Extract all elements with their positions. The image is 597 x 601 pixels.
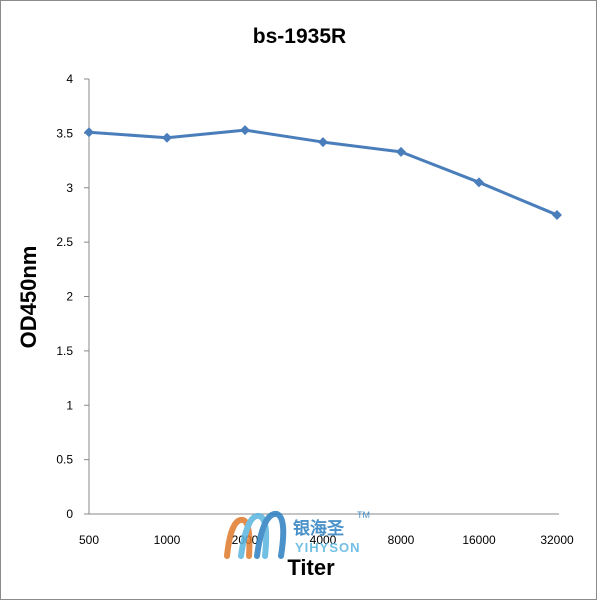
y-tick-label: 1.5 bbox=[56, 344, 73, 358]
x-tick-label: 32000 bbox=[540, 533, 574, 547]
x-tick-label: 1000 bbox=[154, 533, 181, 547]
y-tick-label: 3 bbox=[66, 181, 73, 195]
y-tick-label: 2.5 bbox=[56, 235, 73, 249]
y-tick-label: 1 bbox=[66, 398, 73, 412]
logo-text-en: YIHYSON bbox=[295, 540, 361, 555]
chart-title: bs-1935R bbox=[252, 25, 347, 48]
y-tick-label: 2 bbox=[66, 290, 73, 304]
logo-text-cn: 银海圣 bbox=[293, 519, 344, 539]
x-tick-label: 500 bbox=[79, 533, 99, 547]
data-point-marker bbox=[396, 146, 406, 157]
logo-trademark: TM bbox=[357, 510, 370, 520]
data-point-marker bbox=[240, 125, 250, 136]
x-tick-label: 16000 bbox=[462, 533, 496, 547]
x-axis-label: Titer bbox=[287, 555, 335, 580]
y-tick-label: 0 bbox=[66, 507, 73, 521]
watermark-logo: 银海圣 TM YIHYSON bbox=[221, 506, 391, 566]
y-tick-label: 0.5 bbox=[56, 453, 73, 467]
data-point-marker bbox=[474, 177, 484, 188]
x-tick-label: 4000 bbox=[310, 533, 337, 547]
y-tick-label: 4 bbox=[66, 72, 73, 86]
x-tick-label: 8000 bbox=[388, 533, 415, 547]
data-point-marker bbox=[318, 137, 328, 148]
y-tick-labels: 0 0.5 1 1.5 2 2.5 3 3.5 4 bbox=[56, 72, 89, 521]
y-tick-label: 3.5 bbox=[56, 126, 73, 140]
logo-mark-icon bbox=[224, 511, 287, 559]
series-group bbox=[84, 125, 562, 220]
data-point-marker bbox=[552, 209, 562, 220]
data-point-marker bbox=[162, 132, 172, 143]
data-point-marker bbox=[84, 127, 94, 138]
